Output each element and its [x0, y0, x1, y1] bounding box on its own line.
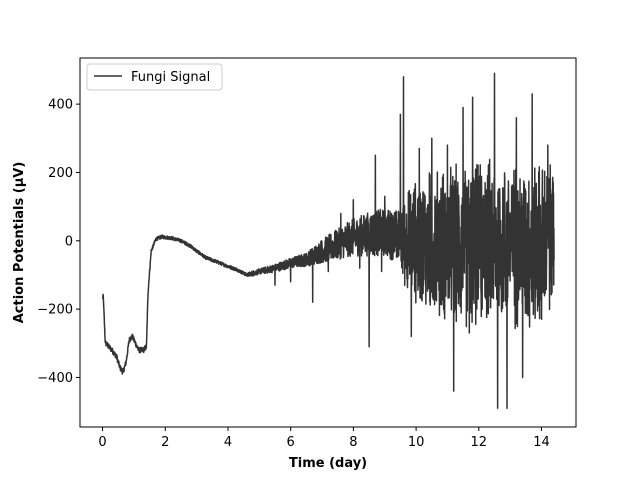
x-tick-label: 6: [287, 435, 295, 450]
x-axis: 0 2 4 6 8 10 12 14: [98, 427, 550, 450]
legend-box: [86, 63, 223, 91]
y-axis-label: Action Potentials (µV): [12, 162, 27, 324]
x-tick-label: 2: [161, 435, 169, 450]
plot-area: [101, 72, 555, 409]
x-tick-label: 10: [408, 435, 425, 450]
x-tick-label: 8: [349, 435, 357, 450]
legend: Fungi Signal: [86, 63, 223, 91]
y-tick-label: 400: [48, 98, 73, 113]
y-tick-label: −400: [37, 371, 73, 386]
x-tick-label: 14: [533, 435, 550, 450]
x-tick-label: 4: [224, 435, 232, 450]
y-tick-label: −200: [37, 303, 73, 318]
x-tick-label: 0: [98, 435, 106, 450]
legend-label-fungi-signal: Fungi Signal: [131, 70, 210, 85]
x-axis-label: Time (day): [289, 456, 367, 471]
axes-border: [79, 57, 577, 428]
x-tick-label: 12: [471, 435, 488, 450]
series-line-fungi-signal: [101, 72, 555, 409]
y-axis: −400 −200 0 200 400: [37, 98, 80, 386]
y-tick-label: 0: [65, 234, 73, 249]
y-tick-label: 200: [48, 166, 73, 181]
axes-frame: [79, 57, 577, 428]
